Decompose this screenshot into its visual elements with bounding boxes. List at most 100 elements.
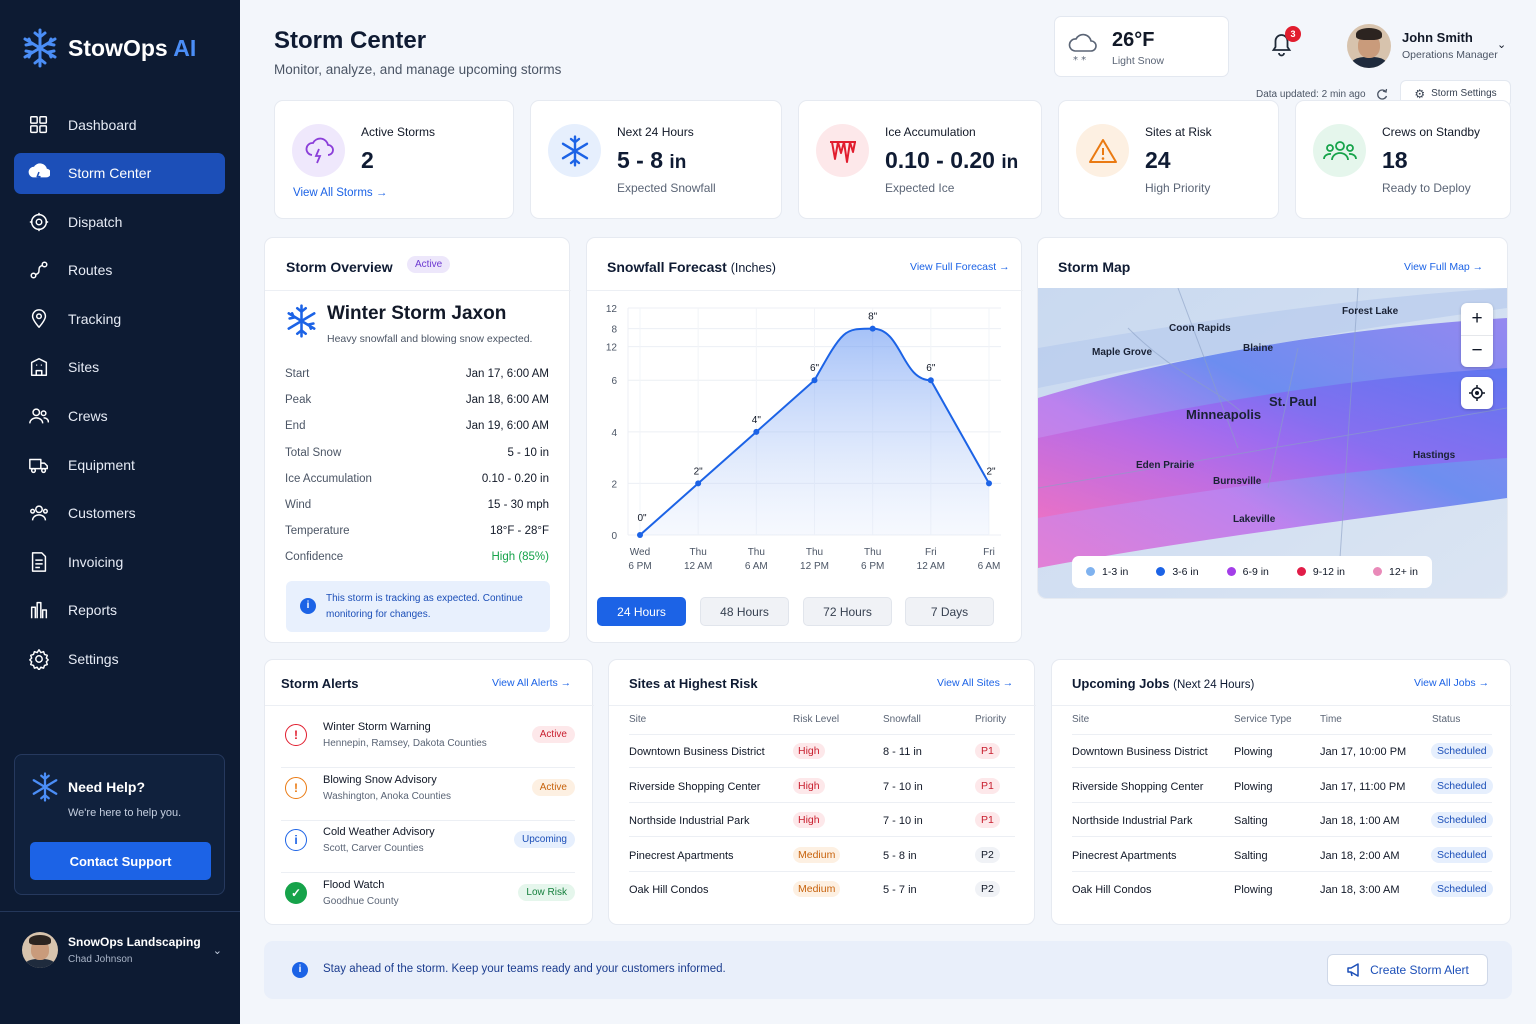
user-menu[interactable]: John Smith Operations Manager ⌄ xyxy=(1347,24,1512,70)
view-all-jobs-link[interactable]: View All Jobs → xyxy=(1414,677,1490,689)
site-name[interactable]: Northside Industrial Park xyxy=(1072,815,1193,828)
avatar xyxy=(22,932,58,968)
overview-value: Jan 18, 6:00 AM xyxy=(465,394,549,407)
app-logo[interactable]: StowOps AI xyxy=(22,28,196,68)
alert-title: Cold Weather Advisory xyxy=(323,826,435,838)
nav-item-dispatch[interactable]: Dispatch xyxy=(14,201,225,242)
company-switcher[interactable]: SnowOps Landscaping Chad Johnson ⌄ xyxy=(22,932,222,968)
x-tick-label: 12 AM xyxy=(917,561,945,572)
site-name[interactable]: Riverside Shopping Center xyxy=(629,780,761,793)
risk-badge: High xyxy=(793,743,825,759)
refresh-icon[interactable] xyxy=(1376,87,1388,101)
site-name[interactable]: Pinecrest Apartments xyxy=(629,849,734,862)
risk-badge: High xyxy=(793,812,825,829)
view-full-map-link[interactable]: View Full Map → xyxy=(1404,261,1484,273)
chevron-down-icon[interactable]: ⌄ xyxy=(1497,39,1507,51)
nav-item-crews[interactable]: Crews xyxy=(14,396,225,437)
help-card: Need Help? We're here to help you. Conta… xyxy=(14,754,225,895)
x-tick-label: Thu xyxy=(690,547,707,558)
alert-item[interactable]: ! Blowing Snow Advisory Washington, Anoka … xyxy=(281,771,575,823)
data-point xyxy=(986,480,992,487)
site-name[interactable]: Downtown Business District xyxy=(629,746,765,758)
legend-label: 3-6 in xyxy=(1172,566,1199,578)
kpi-next-24-hours: Next 24 Hours 5 - 8 in Expected Snowfall xyxy=(530,100,782,219)
nav-item-routes[interactable]: Routes xyxy=(14,250,225,291)
data-label: 6" xyxy=(810,363,820,374)
nav-item-sites[interactable]: Sites xyxy=(14,347,225,388)
priority-badge: P1 xyxy=(975,743,1000,759)
view-all-sites-link[interactable]: View All Sites → xyxy=(937,677,1014,689)
divider xyxy=(265,705,594,706)
risk-badge: Medium xyxy=(793,881,841,898)
app-name: StowOps AI xyxy=(68,34,197,61)
storm-map[interactable] xyxy=(1038,288,1507,598)
alert-item[interactable]: ! Winter Storm Warning Hennepin, Ramsey, D… xyxy=(281,718,575,770)
storm-settings-label: Storm Settings xyxy=(1431,88,1497,99)
map-label: Forest Lake xyxy=(1342,306,1399,317)
kpi-ice-accumulation: Ice Accumulation 0.10 - 0.20 in Expected… xyxy=(798,100,1042,219)
x-tick-label: Fri xyxy=(925,547,937,558)
overview-row: Ice Accumulation 0.10 - 0.20 in xyxy=(285,473,549,485)
nav-label: Equipment xyxy=(68,456,135,473)
truck-icon xyxy=(29,458,48,473)
site-name[interactable]: Downtown Business District xyxy=(1072,746,1208,758)
nav-item-reports[interactable]: Reports xyxy=(14,590,225,631)
legend-dot xyxy=(1296,567,1306,576)
weather-widget[interactable]: * * 26°F Light Snow xyxy=(1054,16,1229,77)
zoom-in-button[interactable]: + xyxy=(1471,308,1483,329)
overview-row: Confidence High (85%) xyxy=(285,551,549,563)
alert-item[interactable]: i Cold Weather Advisory Scott, Carver Coun… xyxy=(281,823,575,875)
snowfall-value: 8 - 11 in xyxy=(883,746,922,758)
divider xyxy=(629,801,1015,803)
view-full-forecast-link[interactable]: View Full Forecast → xyxy=(910,261,1010,273)
legend-item: 12+ in xyxy=(1373,566,1418,578)
kpi-active-storms[interactable]: Active Storms 2 View All Storms → xyxy=(274,100,514,219)
nav-item-invoicing[interactable]: Invoicing xyxy=(14,541,225,582)
kpi-sub: Expected Ice xyxy=(885,181,955,195)
site-name[interactable]: Northside Industrial Park xyxy=(629,815,750,828)
priority-badge: P2 xyxy=(975,846,1000,863)
info-circle-icon: i xyxy=(285,829,307,851)
nav-item-tracking[interactable]: Tracking xyxy=(14,298,225,339)
zoom-out-button[interactable]: − xyxy=(1471,340,1483,361)
alert-item[interactable]: ✓ Flood Watch Goodhue County Low Risk xyxy=(281,876,575,928)
divider xyxy=(281,819,575,821)
status-badge: Scheduled xyxy=(1431,881,1493,898)
nav-item-dashboard[interactable]: Dashboard xyxy=(14,104,225,145)
y-tick-label: 0 xyxy=(611,531,617,542)
x-tick-label: 12 PM xyxy=(800,561,829,572)
dispatch-icon xyxy=(29,212,49,231)
storm-description: Heavy snowfall and blowing snow expected… xyxy=(327,333,533,345)
site-name[interactable]: Pinecrest Apartments xyxy=(1072,849,1177,862)
create-storm-alert-label: Create Storm Alert xyxy=(1370,963,1469,977)
jobs-table: Site Service Type Time Status Downtown Busin… xyxy=(1052,660,1512,926)
range-button-72-hours[interactable]: 72 Hours xyxy=(803,597,892,626)
locate-button[interactable] xyxy=(1461,377,1493,409)
overview-row: Peak Jan 18, 6:00 AM xyxy=(285,394,549,406)
info-note: i This storm is tracking as expected. Co… xyxy=(286,581,550,632)
view-all-storms-link[interactable]: View All Storms → xyxy=(293,187,388,199)
site-name[interactable]: Oak Hill Condos xyxy=(1072,884,1152,897)
range-button-48-hours[interactable]: 48 Hours xyxy=(700,597,789,626)
site-name[interactable]: Oak Hill Condos xyxy=(629,884,709,897)
service-type: Salting xyxy=(1234,815,1268,828)
nav-item-settings[interactable]: Settings xyxy=(14,639,225,680)
priority-badge: P2 xyxy=(975,881,1000,898)
location-pin-icon xyxy=(31,308,47,328)
data-point xyxy=(927,377,934,384)
notification-badge: 3 xyxy=(1285,26,1301,42)
divider xyxy=(629,870,1015,872)
contact-support-button[interactable]: Contact Support xyxy=(30,842,211,880)
nav-item-customers[interactable]: Customers xyxy=(14,493,225,534)
nav-item-equipment[interactable]: Equipment xyxy=(14,444,225,485)
range-button-24-hours[interactable]: 24 Hours xyxy=(597,597,686,626)
site-name[interactable]: Riverside Shopping Center xyxy=(1072,780,1204,793)
nav-item-storm-center[interactable]: Storm Center xyxy=(14,152,225,194)
legend-label: 12+ in xyxy=(1389,566,1418,578)
chevron-down-icon[interactable]: ⌄ xyxy=(212,945,222,957)
create-storm-alert-button[interactable]: Create Storm Alert xyxy=(1327,954,1488,986)
range-button-7-days[interactable]: 7 Days xyxy=(905,597,994,626)
view-all-alerts-link[interactable]: View All Alerts → xyxy=(492,677,572,689)
series-area xyxy=(640,328,989,535)
page-title: Storm Center xyxy=(274,27,427,54)
